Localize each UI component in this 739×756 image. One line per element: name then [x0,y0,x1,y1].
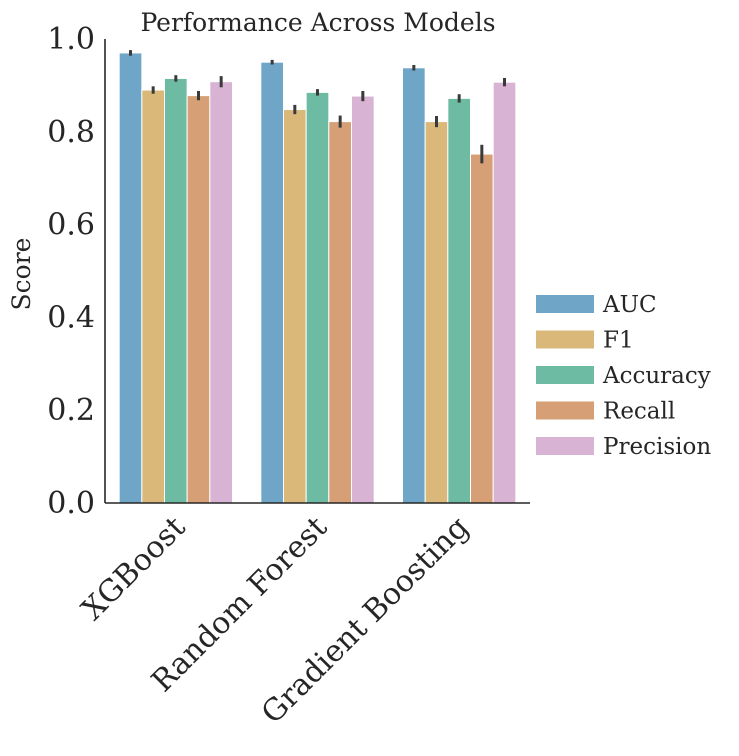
chart-title: Performance Across Models [140,8,495,37]
legend-label: Recall [603,399,675,425]
x-tick-label: XGBoost [75,510,192,627]
y-tick-label: 0.8 [47,115,95,150]
y-axis-ticks: 0.0 0.2 0.4 0.6 0.8 1.0 [47,22,95,521]
bar-f1 [424,121,449,504]
bar-recall [186,95,211,504]
bar-recall [470,153,494,504]
legend: AUC F1 Accuracy Recall Precision [536,292,711,460]
legend-swatch-precision [536,437,594,455]
legend-swatch-recall [536,401,594,420]
error-bars [129,50,506,164]
bar-accuracy [305,91,330,504]
legend-swatch-accuracy [536,366,594,384]
bar-auc [260,61,284,504]
bar-auc [402,67,426,504]
bar-precision [351,95,375,504]
y-tick-label: 0.4 [47,300,95,335]
bar-accuracy [447,97,471,504]
legend-label: Precision [603,434,711,460]
bar-precision [492,81,517,504]
bar-f1 [283,109,307,504]
bar-recall [328,121,352,504]
bar-f1 [141,89,166,504]
bar-precision [209,81,234,504]
y-tick-label: 1.0 [47,22,95,57]
legend-label: Accuracy [602,363,711,389]
y-tick-label: 0.2 [47,393,95,428]
legend-swatch-auc [536,295,594,313]
legend-swatch-f1 [536,330,594,349]
bar-auc [118,52,143,504]
y-axis-label: Score [7,238,36,311]
bars [118,52,517,504]
legend-label: AUC [602,292,657,318]
bar-accuracy [164,77,188,504]
legend-label: F1 [603,328,634,354]
y-tick-label: 0.6 [47,208,95,243]
y-tick-label: 0.0 [47,486,95,521]
